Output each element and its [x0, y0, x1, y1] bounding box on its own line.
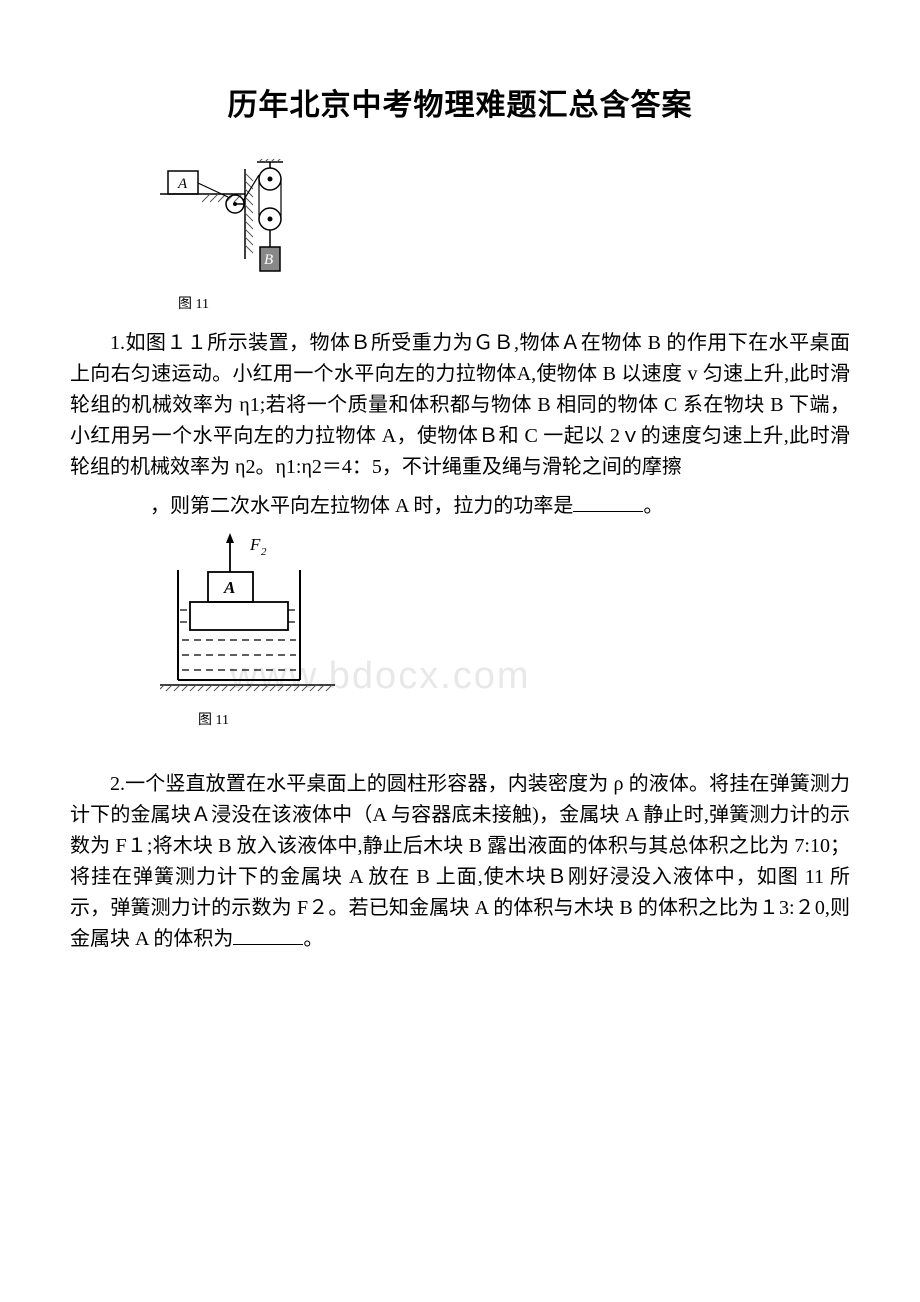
problem-1-sub: ，则第二次水平向左拉物体 A 时，拉力的功率是。 — [110, 491, 850, 522]
figure-1-svg: A — [160, 159, 310, 289]
figure-1-label-a: A — [177, 176, 188, 192]
figure-2: F 2 — [160, 530, 850, 729]
figure-1-caption: 图 11 — [178, 293, 850, 313]
problem-1-sub-text: ，则第二次水平向左拉物体 A 时，拉力的功率是 — [150, 495, 573, 517]
figure-2-caption: 图 11 — [198, 709, 850, 729]
problem-2-body: 2.一个竖直放置在水平桌面上的圆柱形容器，内装密度为 ρ 的液体。将挂在弹簧测力… — [70, 773, 850, 950]
problem-2-blank — [233, 944, 303, 945]
figure-1: A — [160, 159, 850, 313]
problem-2-text: 2.一个竖直放置在水平桌面上的圆柱形容器，内装密度为 ρ 的液体。将挂在弹簧测力… — [70, 769, 850, 955]
document-title: 历年北京中考物理难题汇总含答案 — [70, 80, 850, 124]
problem-1-blank — [573, 511, 643, 512]
figure-2-svg: F 2 — [160, 530, 350, 705]
figure-2-label-f-sub: 2 — [261, 546, 267, 558]
problem-1-text: 1.如图１１所示装置，物体Ｂ所受重力为ＧＢ,物体Ａ在物体 B 的作用下在水平桌面… — [70, 328, 850, 483]
figure-2-label-f: F — [249, 535, 261, 554]
figure-2-label-a: A — [223, 578, 235, 597]
figure-1-label-b: B — [264, 252, 273, 268]
